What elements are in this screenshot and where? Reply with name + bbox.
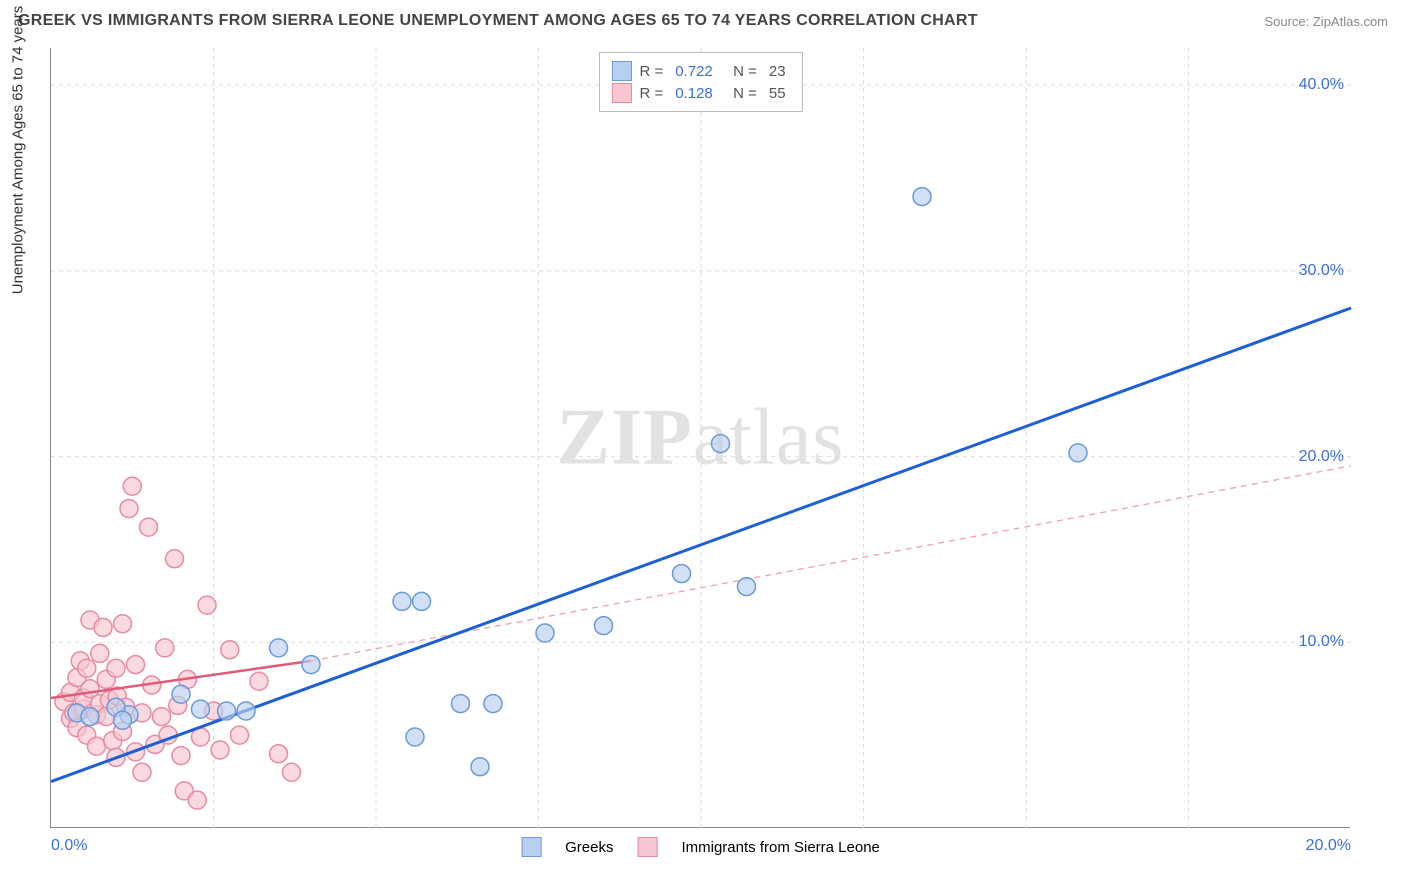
data-point — [452, 695, 470, 713]
data-point — [673, 565, 691, 583]
chart-title: GREEK VS IMMIGRANTS FROM SIERRA LEONE UN… — [18, 12, 978, 30]
data-point — [595, 617, 613, 635]
data-point — [166, 550, 184, 568]
data-point — [712, 435, 730, 453]
y-axis-label: Unemployment Among Ages 65 to 74 years — [10, 6, 27, 295]
data-point — [218, 702, 236, 720]
x-tick-label: 0.0% — [51, 837, 87, 855]
data-point — [114, 615, 132, 633]
data-point — [81, 708, 99, 726]
data-point — [94, 618, 112, 636]
data-point — [153, 708, 171, 726]
data-point — [536, 624, 554, 642]
data-point — [78, 659, 96, 677]
stats-legend: R = 0.722 N = 23 R = 0.128 N = 55 — [598, 52, 802, 112]
series-label-greeks: Greeks — [565, 839, 613, 856]
r-value-greeks: 0.722 — [675, 63, 713, 80]
data-point — [250, 672, 268, 690]
data-point — [140, 518, 158, 536]
x-tick-label: 20.0% — [1306, 837, 1351, 855]
r-value-sl: 0.128 — [675, 85, 713, 102]
stats-row-greeks: R = 0.722 N = 23 — [611, 61, 789, 81]
data-point — [192, 700, 210, 718]
data-point — [270, 639, 288, 657]
data-point — [172, 747, 190, 765]
source-label: Source: ZipAtlas.com — [1264, 14, 1388, 29]
data-point — [211, 741, 229, 759]
data-point — [123, 477, 141, 495]
data-point — [270, 745, 288, 763]
data-point — [127, 656, 145, 674]
data-point — [156, 639, 174, 657]
swatch-pink — [611, 83, 631, 103]
data-point — [471, 758, 489, 776]
data-point — [114, 711, 132, 729]
y-tick-label: 20.0% — [1299, 448, 1344, 466]
data-point — [393, 592, 411, 610]
data-point — [484, 695, 502, 713]
data-point — [406, 728, 424, 746]
data-point — [133, 763, 151, 781]
data-point — [283, 763, 301, 781]
data-point — [231, 726, 249, 744]
n-value-greeks: 23 — [769, 63, 786, 80]
data-point — [738, 578, 756, 596]
data-point — [88, 737, 106, 755]
data-point — [413, 592, 431, 610]
data-point — [120, 500, 138, 518]
n-value-sl: 55 — [769, 85, 786, 102]
data-point — [237, 702, 255, 720]
swatch-blue-b — [521, 837, 541, 857]
data-point — [913, 188, 931, 206]
data-point — [91, 644, 109, 662]
y-tick-label: 40.0% — [1299, 76, 1344, 94]
swatch-blue — [611, 61, 631, 81]
series-legend: Greeks Immigrants from Sierra Leone — [521, 837, 880, 857]
data-point — [107, 659, 125, 677]
swatch-pink-b — [637, 837, 657, 857]
data-point — [221, 641, 239, 659]
data-point — [302, 656, 320, 674]
data-point — [188, 791, 206, 809]
series-label-sl: Immigrants from Sierra Leone — [681, 839, 879, 856]
data-point — [172, 685, 190, 703]
data-layer — [51, 48, 1350, 827]
plot-area: ZIPatlas R = 0.722 N = 23 R = 0.128 N = … — [50, 48, 1350, 828]
data-point — [1069, 444, 1087, 462]
data-point — [198, 596, 216, 614]
y-tick-label: 10.0% — [1299, 633, 1344, 651]
y-tick-label: 30.0% — [1299, 262, 1344, 280]
stats-row-sl: R = 0.128 N = 55 — [611, 83, 789, 103]
